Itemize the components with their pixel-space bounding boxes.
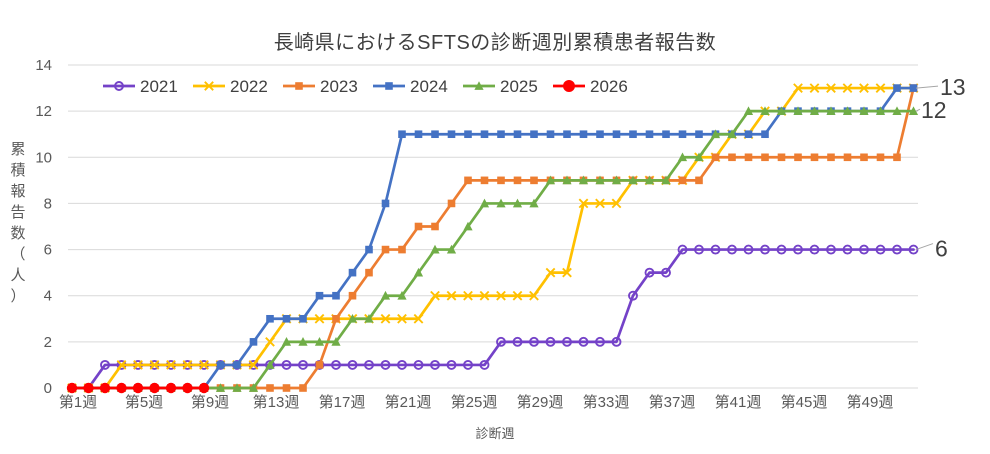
legend-item-2021: 2021 <box>103 77 178 96</box>
y-axis-title: 累 積 報 告 数 （ 人 ） <box>10 141 26 305</box>
series-2022 <box>67 83 919 393</box>
y-tick-label: 10 <box>35 149 52 166</box>
legend: 2021 2022 2023 2024 2025 2026 <box>103 77 628 96</box>
x-tick-label: 第13週 <box>253 393 300 411</box>
x-tick-label: 第41週 <box>715 393 762 411</box>
x-tick-label: 第21週 <box>385 393 432 411</box>
y-tick-label: 6 <box>44 242 52 259</box>
legend-label: 2025 <box>500 77 538 96</box>
x-tick-label: 第5週 <box>125 393 163 411</box>
series-2023 <box>68 84 918 392</box>
y-tick-label: 8 <box>44 195 52 212</box>
series-2024 <box>68 84 918 392</box>
y-tick-label: 0 <box>44 380 52 397</box>
y-tick-label: 4 <box>44 288 52 305</box>
legend-item-2026: 2026 <box>553 77 628 96</box>
x-tick-label: 第29週 <box>517 393 564 411</box>
end-label-text: 12 <box>921 97 947 123</box>
x-tick-label: 第25週 <box>451 393 498 411</box>
y-tick-label: 14 <box>35 57 52 74</box>
legend-item-2024: 2024 <box>373 77 448 96</box>
x-tick-label: 第33週 <box>583 393 630 411</box>
legend-label: 2022 <box>230 77 268 96</box>
x-tick-label: 第17週 <box>319 393 366 411</box>
x-axis-title: 診断週 <box>475 426 515 441</box>
x-tick-label: 第1週 <box>59 393 97 411</box>
end-label-text: 13 <box>940 74 966 100</box>
series-2025 <box>67 106 919 392</box>
x-tick-label: 第45週 <box>781 393 828 411</box>
x-tick-label: 第49週 <box>847 393 894 411</box>
legend-label: 2023 <box>320 77 358 96</box>
end-label-12: 12 <box>915 97 947 123</box>
series-2026 <box>66 382 210 394</box>
legend-item-2023: 2023 <box>283 77 358 96</box>
end-label-6: 6 <box>915 236 948 262</box>
x-tick-labels: 第1週 第5週 第9週 第13週 第17週 第21週 第25週 第29週 第33週 第37週 第41… <box>59 393 894 411</box>
chart-title: 長崎県におけるSFTSの診断週別累積患者報告数 <box>273 32 717 54</box>
x-tick-label: 第9週 <box>191 393 229 411</box>
y-tick-label: 12 <box>35 103 52 120</box>
legend-label: 2021 <box>140 77 178 96</box>
legend-item-2025: 2025 <box>463 77 538 96</box>
legend-item-2022: 2022 <box>193 77 268 96</box>
legend-label: 2026 <box>590 77 628 96</box>
series-2021 <box>67 244 919 393</box>
x-tick-label: 第37週 <box>649 393 696 411</box>
legend-label: 2024 <box>410 77 448 96</box>
end-label-13: 13 <box>915 74 966 100</box>
y-tick-label: 2 <box>44 334 52 351</box>
end-label-text: 6 <box>935 236 948 262</box>
